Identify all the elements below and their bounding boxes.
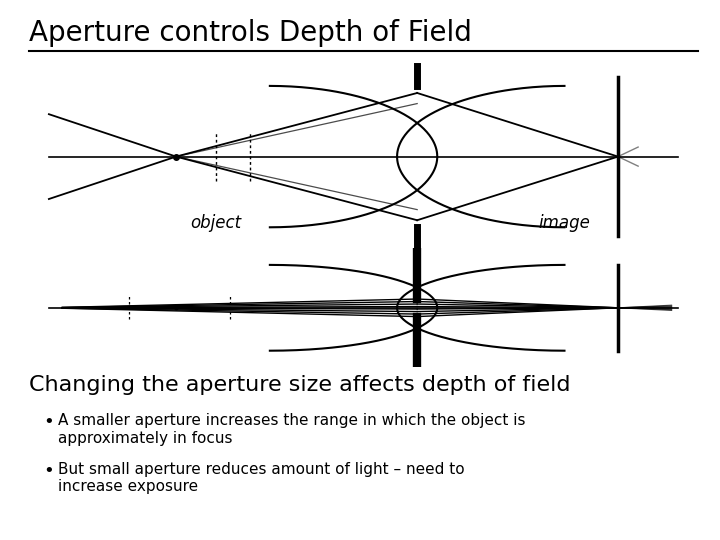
Text: A smaller aperture increases the range in which the object is
approximately in f: A smaller aperture increases the range i… [58, 413, 525, 446]
Text: But small aperture reduces amount of light – need to
increase exposure: But small aperture reduces amount of lig… [58, 462, 464, 494]
Text: Aperture controls Depth of Field: Aperture controls Depth of Field [29, 19, 472, 47]
Text: •: • [43, 413, 54, 431]
Text: object: object [191, 214, 242, 232]
Text: Changing the aperture size affects depth of field: Changing the aperture size affects depth… [29, 375, 570, 395]
Text: •: • [43, 462, 54, 480]
Text: image: image [539, 214, 590, 232]
